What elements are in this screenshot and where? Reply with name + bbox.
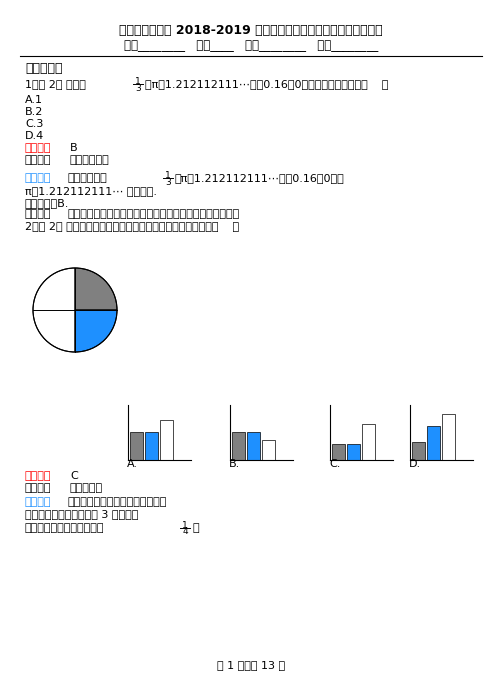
Text: ，π，1.212112111⋯，－0.16，0中，无理数的个数是（    ）: ，π，1.212112111⋯，－0.16，0中，无理数的个数是（ ） <box>145 79 388 89</box>
Wedge shape <box>75 268 117 310</box>
Text: D.4: D.4 <box>25 131 44 141</box>
Text: 1: 1 <box>135 76 141 85</box>
Text: 【解析】: 【解析】 <box>25 173 52 183</box>
Text: C: C <box>70 471 78 481</box>
Text: D.: D. <box>408 459 420 469</box>
Text: ，: ， <box>192 523 199 533</box>
Text: 【考点】: 【考点】 <box>25 155 52 165</box>
Text: B.2: B.2 <box>25 107 43 117</box>
Text: 【答案】: 【答案】 <box>25 143 52 153</box>
Text: 4: 4 <box>182 527 187 536</box>
Bar <box>361 424 374 460</box>
Text: C.: C. <box>328 459 340 469</box>
Text: 横斜杠阴影部分占总面积的: 横斜杠阴影部分占总面积的 <box>25 523 104 533</box>
Text: 3: 3 <box>165 178 170 187</box>
Bar <box>160 420 173 460</box>
Text: 整个扇形的面积被分成了 3 分，其中: 整个扇形的面积被分成了 3 分，其中 <box>25 509 138 519</box>
Text: 无理数的认识: 无理数的认识 <box>70 155 110 165</box>
Text: 【答案】: 【答案】 <box>25 471 52 481</box>
Text: 第 1 页，共 13 页: 第 1 页，共 13 页 <box>216 660 285 670</box>
Text: C.3: C.3 <box>25 119 43 129</box>
Text: 【解答】在数: 【解答】在数 <box>68 173 108 183</box>
Text: 喀勒塔勒镇初中 2018-2019 学年七年级下学期数学第一次月考试卷: 喀勒塔勒镇初中 2018-2019 学年七年级下学期数学第一次月考试卷 <box>119 24 382 37</box>
Text: B.: B. <box>228 459 240 469</box>
Text: ，π，1.212112111⋯，－0.16，0中，: ，π，1.212112111⋯，－0.16，0中， <box>175 173 344 183</box>
Wedge shape <box>75 310 117 352</box>
Text: B: B <box>70 143 78 153</box>
Bar <box>411 442 424 460</box>
Text: 故答案为：B.: 故答案为：B. <box>25 198 69 208</box>
Text: A.1: A.1 <box>25 95 43 105</box>
Bar <box>441 414 454 460</box>
Bar <box>130 432 143 460</box>
Text: 【解析】: 【解析】 <box>25 497 52 507</box>
Text: 【解答】解：从扇形图可以看出：: 【解答】解：从扇形图可以看出： <box>68 497 167 507</box>
Text: 条形统计图: 条形统计图 <box>70 483 103 493</box>
Text: π，1.212112111⋯ 是无理数.: π，1.212112111⋯ 是无理数. <box>25 186 157 196</box>
Bar <box>262 440 275 460</box>
Text: 【分析】: 【分析】 <box>25 209 52 219</box>
Wedge shape <box>33 268 75 352</box>
Text: 1: 1 <box>182 520 187 530</box>
Text: 无理数是指无限不循环小数。根据无理数的定义即可求解。: 无理数是指无限不循环小数。根据无理数的定义即可求解。 <box>68 209 240 219</box>
Bar <box>346 444 359 460</box>
Text: 3: 3 <box>135 83 141 92</box>
Text: 2．（ 2分 ）下列条形中的哪一个能代表扇形图所表示的数据（    ）: 2．（ 2分 ）下列条形中的哪一个能代表扇形图所表示的数据（ ） <box>25 221 238 231</box>
Bar <box>145 432 158 460</box>
Bar <box>331 444 344 460</box>
Text: 1．（ 2分 ）在数: 1．（ 2分 ）在数 <box>25 79 86 89</box>
Text: A.: A. <box>127 459 138 469</box>
Text: 一、选择题: 一、选择题 <box>25 62 63 74</box>
Bar <box>231 432 244 460</box>
Text: 【考点】: 【考点】 <box>25 483 52 493</box>
Text: 1: 1 <box>165 171 170 180</box>
Bar <box>426 426 439 460</box>
Text: 班级________   座号____   姓名________   分数________: 班级________ 座号____ 姓名________ 分数________ <box>124 40 377 53</box>
Bar <box>246 432 260 460</box>
